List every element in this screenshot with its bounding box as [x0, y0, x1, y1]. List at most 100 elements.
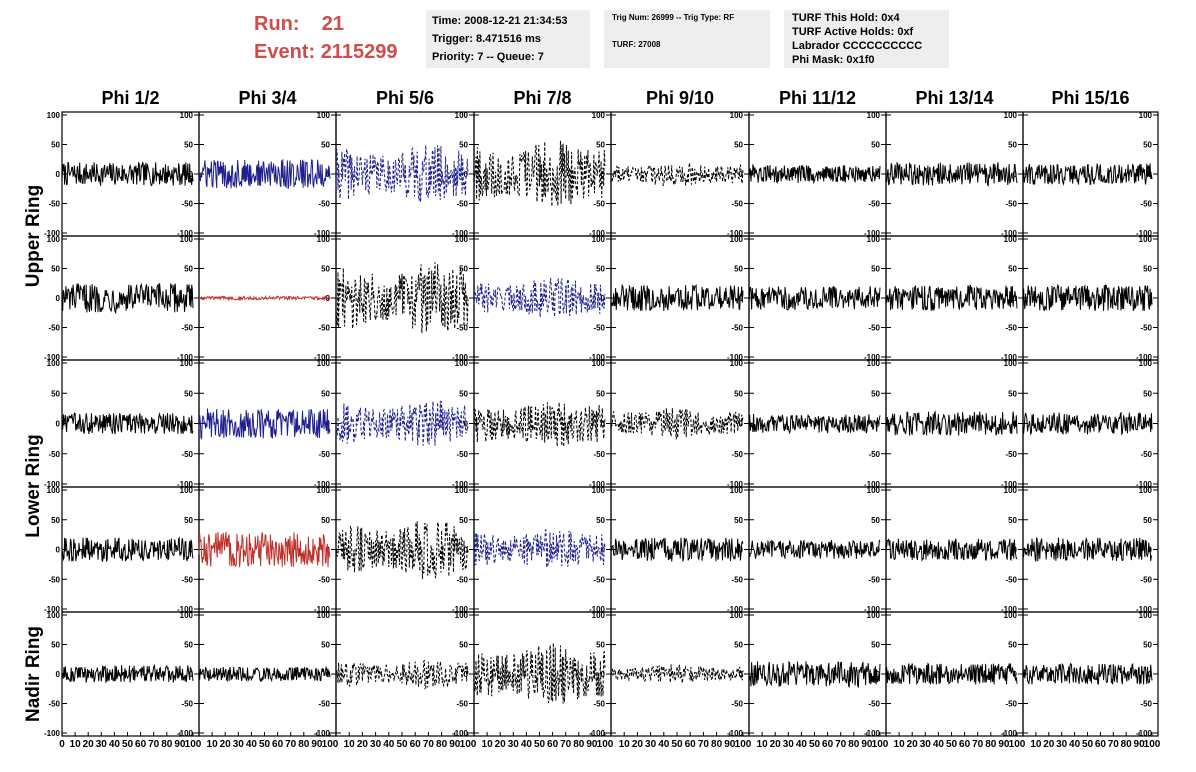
- x-tick-label: 20: [495, 739, 507, 750]
- y-tick-label: -50: [731, 324, 743, 333]
- y-tick-label: -100: [589, 229, 606, 238]
- y-tick-label: 50: [184, 389, 193, 398]
- column-title: Phi 9/10: [646, 88, 714, 108]
- y-tick-label: -50: [48, 700, 60, 709]
- x-tick-label: 10: [207, 739, 219, 750]
- y-tick-label: 50: [459, 516, 468, 525]
- waveform-trace: [335, 262, 469, 334]
- time-trigger-info-box: Time: 2008-12-21 21:34:53 Trigger: 8.471…: [426, 10, 590, 68]
- y-tick-label: -100: [1001, 480, 1018, 489]
- x-tick-label: 90: [174, 739, 186, 750]
- waveform-trace: [1022, 411, 1153, 436]
- y-tick-label: -100: [589, 353, 606, 362]
- y-tick-label: -50: [1005, 575, 1017, 584]
- panel-frame: [473, 486, 612, 613]
- y-tick-label: -50: [48, 575, 60, 584]
- y-tick-label: -100: [589, 605, 606, 614]
- y-tick-label: -50: [48, 450, 60, 459]
- x-tick-label: 80: [436, 739, 448, 750]
- x-tick-label: 20: [357, 739, 369, 750]
- y-tick-label: 100: [47, 359, 61, 368]
- y-tick-label: -50: [456, 575, 468, 584]
- y-tick-label: 100: [455, 611, 469, 620]
- y-tick-label: -50: [1140, 324, 1152, 333]
- x-tick-label: 20: [632, 739, 644, 750]
- waveform-trace: [473, 528, 606, 568]
- waveform-trace: [61, 282, 194, 315]
- x-tick-label: 70: [423, 739, 435, 750]
- x-tick-label: 0: [59, 739, 65, 750]
- y-tick-label: 100: [47, 235, 61, 244]
- y-tick-label: 0: [189, 670, 194, 679]
- y-tick-label: -50: [1005, 700, 1017, 709]
- column-title: Phi 15/16: [1051, 88, 1129, 108]
- waveform-trace: [61, 412, 194, 435]
- y-tick-label: 100: [730, 486, 744, 495]
- y-tick-label: 50: [871, 265, 880, 274]
- y-tick-label: 100: [867, 359, 881, 368]
- y-tick-label: 0: [464, 170, 469, 179]
- event-label: Event:: [254, 41, 316, 63]
- y-tick-label: 100: [317, 111, 331, 120]
- y-tick-label: 100: [180, 486, 194, 495]
- y-tick-label: 100: [1004, 611, 1018, 620]
- trig-num-info-box: Trig Num: 26999 -- Trig Type: RF TURF: 2…: [604, 10, 770, 68]
- y-tick-label: -100: [1136, 605, 1153, 614]
- y-tick-label: 50: [734, 265, 743, 274]
- y-tick-label: -50: [318, 700, 330, 709]
- waveform-trace: [748, 660, 881, 689]
- y-tick-label: 50: [459, 265, 468, 274]
- labrador-text: Labrador CCCCCCCCCC: [792, 40, 923, 52]
- y-tick-label: 50: [51, 389, 60, 398]
- y-tick-label: 100: [592, 111, 606, 120]
- y-tick-label: -100: [864, 229, 881, 238]
- y-tick-label: 50: [321, 389, 330, 398]
- y-tick-label: 50: [871, 641, 880, 650]
- x-tick-label: 50: [534, 739, 546, 750]
- y-tick-label: 50: [1143, 389, 1152, 398]
- y-tick-label: 50: [596, 141, 605, 150]
- y-tick-label: -100: [314, 729, 331, 738]
- waveform-trace: [473, 402, 606, 447]
- y-tick-label: -100: [1001, 729, 1018, 738]
- y-tick-label: 100: [1139, 486, 1153, 495]
- x-tick-label: 90: [998, 739, 1010, 750]
- y-tick-label: -50: [731, 700, 743, 709]
- y-tick-label: 100: [317, 359, 331, 368]
- waveform-trace: [198, 408, 331, 441]
- y-tick-label: -50: [593, 700, 605, 709]
- y-tick-label: -100: [589, 480, 606, 489]
- y-tick-label: 0: [56, 546, 61, 555]
- x-tick-label: 100: [597, 739, 614, 750]
- y-tick-label: -50: [868, 575, 880, 584]
- y-tick-label: -100: [1136, 480, 1153, 489]
- x-tick-label: 60: [1095, 739, 1107, 750]
- x-tick-label: 100: [735, 739, 752, 750]
- y-tick-label: 50: [184, 641, 193, 650]
- x-tick-label: 80: [985, 739, 997, 750]
- y-tick-label: -50: [1140, 575, 1152, 584]
- waveform-trace: [473, 642, 606, 704]
- x-tick-label: 10: [1030, 739, 1042, 750]
- y-tick-label: -100: [177, 353, 194, 362]
- run-value: 21: [321, 13, 345, 35]
- y-tick-label: 0: [56, 670, 61, 679]
- y-tick-label: 50: [734, 389, 743, 398]
- x-tick-label: 60: [135, 739, 147, 750]
- y-tick-label: 50: [1008, 516, 1017, 525]
- y-tick-label: -100: [864, 729, 881, 738]
- x-tick-label: 30: [645, 739, 657, 750]
- y-tick-label: 50: [321, 265, 330, 274]
- y-tick-label: 100: [180, 359, 194, 368]
- y-tick-label: -100: [314, 605, 331, 614]
- y-tick-label: 50: [734, 516, 743, 525]
- y-tick-label: 50: [51, 141, 60, 150]
- y-tick-label: -50: [456, 200, 468, 209]
- y-tick-label: -100: [452, 729, 469, 738]
- y-tick-label: 50: [1008, 641, 1017, 650]
- x-tick-label: 10: [757, 739, 769, 750]
- y-tick-label: -100: [1136, 353, 1153, 362]
- x-tick-label: 70: [285, 739, 297, 750]
- run-event-title: Run: 21 Event: 2115299: [254, 10, 397, 66]
